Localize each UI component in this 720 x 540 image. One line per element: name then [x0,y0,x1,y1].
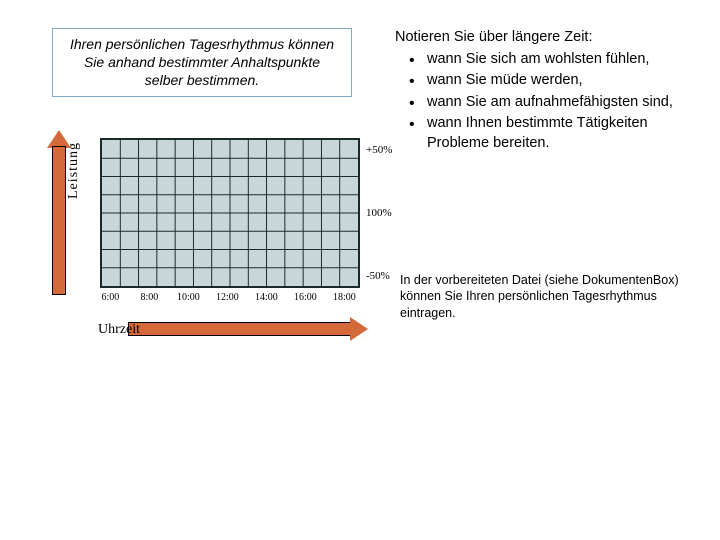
list-item: wann Sie müde werden, [413,71,695,91]
chart: Leistung 6:00 8:00 10:00 12:00 14:00 16:… [40,130,380,350]
list-item: wann Sie am aufnahmefähigsten sind, [413,93,695,113]
y-axis-label: Leistung [66,142,82,199]
grid-lines [102,140,358,286]
footnote: In der vorbereiteten Datei (siehe Dokume… [400,272,680,321]
y-tick-labels: +50% 100% -50% [366,138,416,288]
x-axis-arrow [128,318,368,340]
list-item: wann Sie sich am wohlsten fühlen, [413,50,695,70]
instruction-list: Notieren Sie über längere Zeit: wann Sie… [395,28,695,155]
x-tick-labels: 6:00 8:00 10:00 12:00 14:00 16:00 18:00 [100,292,360,308]
chart-grid [100,138,360,288]
x-axis-label: Uhrzeit [98,322,140,338]
list-item: wann Ihnen bestimmte Tätigkeiten Problem… [413,114,695,153]
bullet-list: wann Sie sich am wohlsten fühlen, wann S… [395,50,695,154]
intro-text: Ihren persönlichen Tagesrhythmus können … [70,36,334,88]
list-lead: Notieren Sie über längere Zeit: [395,28,695,48]
intro-box: Ihren persönlichen Tagesrhythmus können … [52,28,352,97]
